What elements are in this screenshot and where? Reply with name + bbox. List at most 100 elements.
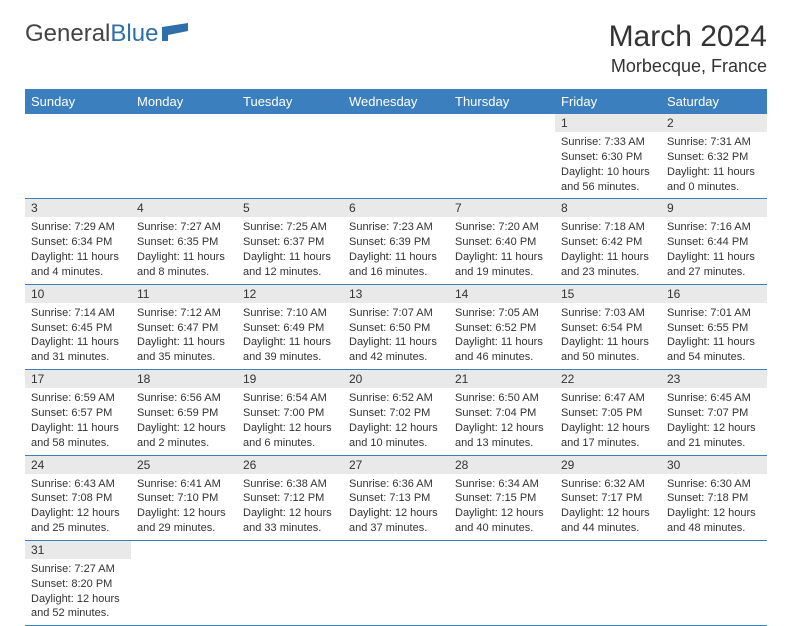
sunset-text: Sunset: 6:59 PM xyxy=(137,406,231,421)
daylight-text: Daylight: 12 hours and 37 minutes. xyxy=(349,506,443,536)
calendar-cell xyxy=(131,114,237,199)
sunset-text: Sunset: 6:30 PM xyxy=(561,150,655,165)
day-data: Sunrise: 7:18 AMSunset: 6:42 PMDaylight:… xyxy=(555,217,661,283)
calendar-cell: 31Sunrise: 7:27 AMSunset: 8:20 PMDayligh… xyxy=(25,540,131,625)
day-data: Sunrise: 7:27 AMSunset: 8:20 PMDaylight:… xyxy=(25,559,131,625)
daylight-text: Daylight: 11 hours and 23 minutes. xyxy=(561,250,655,280)
sunset-text: Sunset: 7:12 PM xyxy=(243,491,337,506)
daylight-text: Daylight: 12 hours and 48 minutes. xyxy=(667,506,761,536)
logo-text-2: Blue xyxy=(110,20,158,48)
weekday-header: Monday xyxy=(131,89,237,114)
sunrise-text: Sunrise: 7:23 AM xyxy=(349,220,443,235)
day-number: 6 xyxy=(343,199,449,217)
sunset-text: Sunset: 6:37 PM xyxy=(243,235,337,250)
sunset-text: Sunset: 6:54 PM xyxy=(561,321,655,336)
title-block: March 2024 Morbecque, France xyxy=(609,20,767,77)
day-number: 26 xyxy=(237,456,343,474)
day-data: Sunrise: 6:41 AMSunset: 7:10 PMDaylight:… xyxy=(131,474,237,540)
calendar-row: 24Sunrise: 6:43 AMSunset: 7:08 PMDayligh… xyxy=(25,455,767,540)
day-number: 22 xyxy=(555,370,661,388)
calendar-cell: 10Sunrise: 7:14 AMSunset: 6:45 PMDayligh… xyxy=(25,284,131,369)
calendar-body: 1Sunrise: 7:33 AMSunset: 6:30 PMDaylight… xyxy=(25,114,767,626)
daylight-text: Daylight: 11 hours and 54 minutes. xyxy=(667,335,761,365)
day-data: Sunrise: 7:03 AMSunset: 6:54 PMDaylight:… xyxy=(555,303,661,369)
sunrise-text: Sunrise: 7:20 AM xyxy=(455,220,549,235)
day-data: Sunrise: 6:50 AMSunset: 7:04 PMDaylight:… xyxy=(449,388,555,454)
day-data: Sunrise: 6:34 AMSunset: 7:15 PMDaylight:… xyxy=(449,474,555,540)
calendar-cell xyxy=(25,114,131,199)
calendar-cell xyxy=(131,540,237,625)
header: GeneralBlue March 2024 Morbecque, France xyxy=(25,20,767,77)
day-number: 13 xyxy=(343,285,449,303)
daylight-text: Daylight: 12 hours and 13 minutes. xyxy=(455,421,549,451)
sunrise-text: Sunrise: 7:16 AM xyxy=(667,220,761,235)
day-number: 10 xyxy=(25,285,131,303)
daylight-text: Daylight: 11 hours and 4 minutes. xyxy=(31,250,125,280)
calendar-cell: 13Sunrise: 7:07 AMSunset: 6:50 PMDayligh… xyxy=(343,284,449,369)
sunrise-text: Sunrise: 7:25 AM xyxy=(243,220,337,235)
daylight-text: Daylight: 11 hours and 50 minutes. xyxy=(561,335,655,365)
sunrise-text: Sunrise: 6:41 AM xyxy=(137,477,231,492)
day-data: Sunrise: 7:27 AMSunset: 6:35 PMDaylight:… xyxy=(131,217,237,283)
day-number: 19 xyxy=(237,370,343,388)
calendar-row: 31Sunrise: 7:27 AMSunset: 8:20 PMDayligh… xyxy=(25,540,767,625)
day-number: 14 xyxy=(449,285,555,303)
calendar-cell: 12Sunrise: 7:10 AMSunset: 6:49 PMDayligh… xyxy=(237,284,343,369)
calendar-cell: 23Sunrise: 6:45 AMSunset: 7:07 PMDayligh… xyxy=(661,370,767,455)
daylight-text: Daylight: 12 hours and 44 minutes. xyxy=(561,506,655,536)
sunset-text: Sunset: 7:02 PM xyxy=(349,406,443,421)
daylight-text: Daylight: 12 hours and 29 minutes. xyxy=(137,506,231,536)
day-number: 11 xyxy=(131,285,237,303)
sunset-text: Sunset: 6:39 PM xyxy=(349,235,443,250)
calendar-cell: 8Sunrise: 7:18 AMSunset: 6:42 PMDaylight… xyxy=(555,199,661,284)
month-title: March 2024 xyxy=(609,20,767,54)
sunrise-text: Sunrise: 7:18 AM xyxy=(561,220,655,235)
sunset-text: Sunset: 6:32 PM xyxy=(667,150,761,165)
sunrise-text: Sunrise: 7:07 AM xyxy=(349,306,443,321)
day-number: 9 xyxy=(661,199,767,217)
day-data: Sunrise: 7:05 AMSunset: 6:52 PMDaylight:… xyxy=(449,303,555,369)
daylight-text: Daylight: 11 hours and 58 minutes. xyxy=(31,421,125,451)
day-number: 18 xyxy=(131,370,237,388)
calendar-cell: 25Sunrise: 6:41 AMSunset: 7:10 PMDayligh… xyxy=(131,455,237,540)
calendar-cell: 7Sunrise: 7:20 AMSunset: 6:40 PMDaylight… xyxy=(449,199,555,284)
day-data: Sunrise: 6:47 AMSunset: 7:05 PMDaylight:… xyxy=(555,388,661,454)
day-data: Sunrise: 6:56 AMSunset: 6:59 PMDaylight:… xyxy=(131,388,237,454)
day-data: Sunrise: 7:31 AMSunset: 6:32 PMDaylight:… xyxy=(661,132,767,198)
sunrise-text: Sunrise: 6:32 AM xyxy=(561,477,655,492)
day-number: 24 xyxy=(25,456,131,474)
day-data: Sunrise: 7:16 AMSunset: 6:44 PMDaylight:… xyxy=(661,217,767,283)
daylight-text: Daylight: 11 hours and 12 minutes. xyxy=(243,250,337,280)
day-number: 12 xyxy=(237,285,343,303)
sunrise-text: Sunrise: 6:45 AM xyxy=(667,391,761,406)
day-number: 8 xyxy=(555,199,661,217)
daylight-text: Daylight: 11 hours and 19 minutes. xyxy=(455,250,549,280)
calendar-cell: 17Sunrise: 6:59 AMSunset: 6:57 PMDayligh… xyxy=(25,370,131,455)
calendar-cell: 3Sunrise: 7:29 AMSunset: 6:34 PMDaylight… xyxy=(25,199,131,284)
calendar-cell: 14Sunrise: 7:05 AMSunset: 6:52 PMDayligh… xyxy=(449,284,555,369)
calendar-cell: 27Sunrise: 6:36 AMSunset: 7:13 PMDayligh… xyxy=(343,455,449,540)
sunset-text: Sunset: 8:20 PM xyxy=(31,577,125,592)
sunset-text: Sunset: 6:35 PM xyxy=(137,235,231,250)
weekday-header: Sunday xyxy=(25,89,131,114)
daylight-text: Daylight: 12 hours and 21 minutes. xyxy=(667,421,761,451)
sunset-text: Sunset: 6:44 PM xyxy=(667,235,761,250)
weekday-header: Friday xyxy=(555,89,661,114)
day-data: Sunrise: 7:01 AMSunset: 6:55 PMDaylight:… xyxy=(661,303,767,369)
location: Morbecque, France xyxy=(609,56,767,77)
day-number: 31 xyxy=(25,541,131,559)
sunrise-text: Sunrise: 7:03 AM xyxy=(561,306,655,321)
sunset-text: Sunset: 6:42 PM xyxy=(561,235,655,250)
daylight-text: Daylight: 11 hours and 0 minutes. xyxy=(667,165,761,195)
sunset-text: Sunset: 7:08 PM xyxy=(31,491,125,506)
logo: GeneralBlue xyxy=(25,20,188,48)
sunrise-text: Sunrise: 6:47 AM xyxy=(561,391,655,406)
weekday-header: Tuesday xyxy=(237,89,343,114)
calendar-cell: 29Sunrise: 6:32 AMSunset: 7:17 PMDayligh… xyxy=(555,455,661,540)
sunset-text: Sunset: 7:07 PM xyxy=(667,406,761,421)
calendar-cell: 22Sunrise: 6:47 AMSunset: 7:05 PMDayligh… xyxy=(555,370,661,455)
day-data: Sunrise: 7:29 AMSunset: 6:34 PMDaylight:… xyxy=(25,217,131,283)
weekday-header: Wednesday xyxy=(343,89,449,114)
calendar-cell: 21Sunrise: 6:50 AMSunset: 7:04 PMDayligh… xyxy=(449,370,555,455)
daylight-text: Daylight: 11 hours and 35 minutes. xyxy=(137,335,231,365)
